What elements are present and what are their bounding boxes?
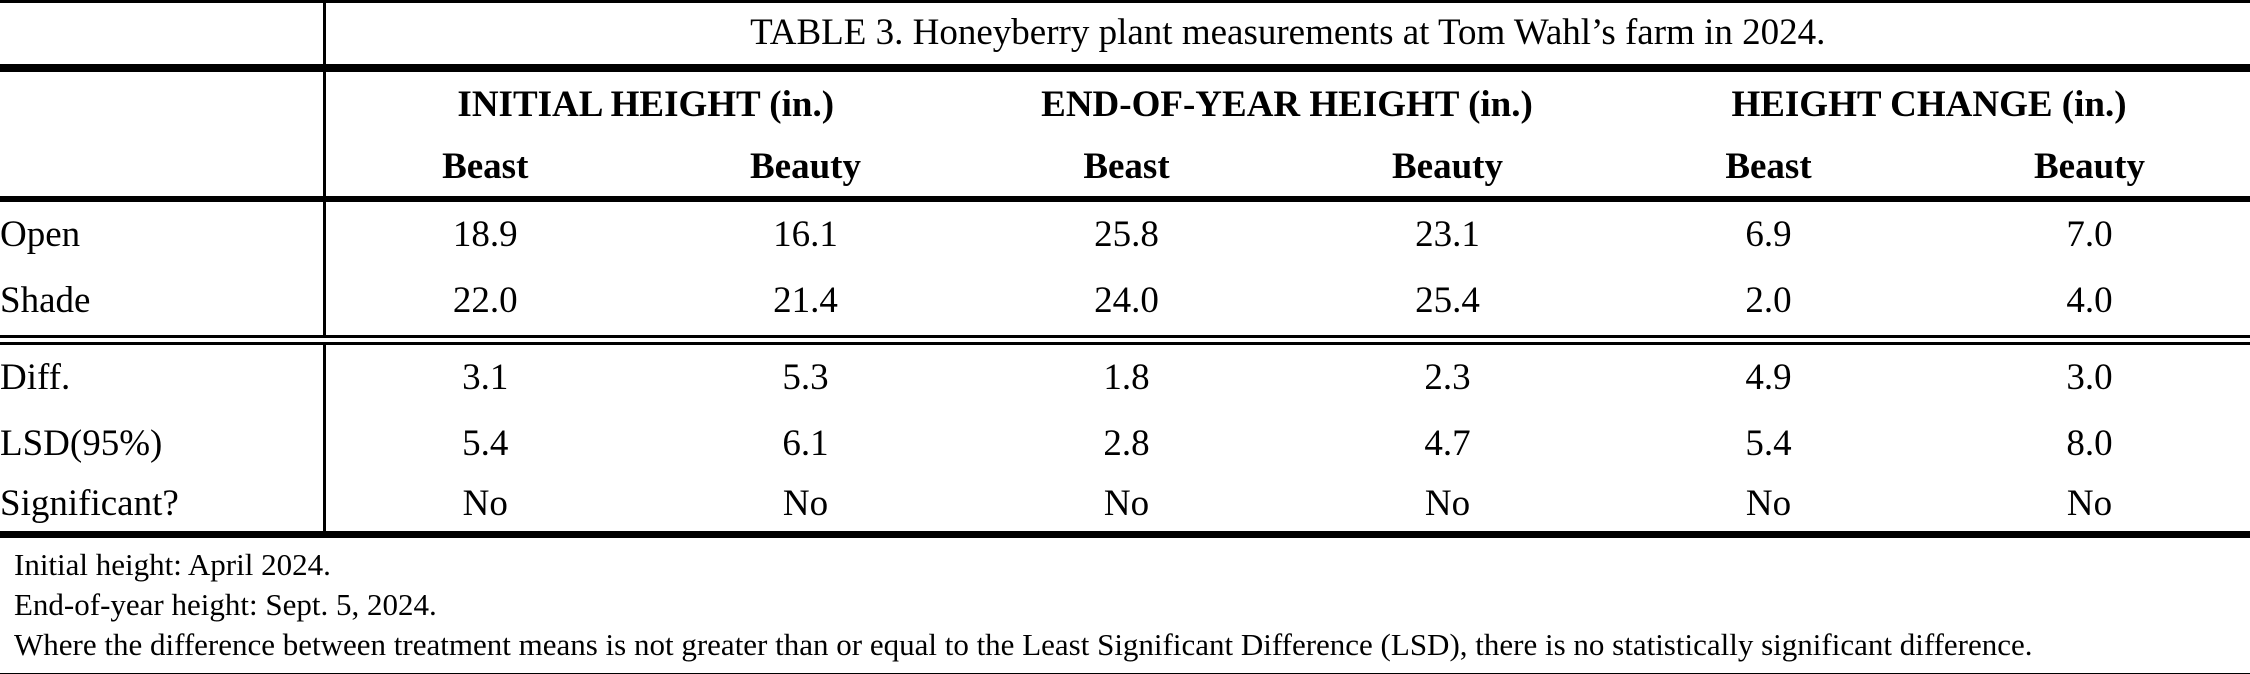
table-cell: 18.9 [452, 213, 518, 255]
table-cell: 2.0 [1608, 268, 1929, 345]
table-cell: 2.3 [1424, 356, 1471, 398]
row-label-lsd: LSD(95%) [0, 411, 326, 477]
group-header-end-of-year-height: END-OF-YEAR HEIGHT (in.) [1041, 83, 1533, 125]
table-row-diff: Diff. 3.1 5.3 1.8 2.3 4.9 3.0 [0, 340, 2250, 411]
table-cell: 3.1 [462, 356, 509, 398]
table-row-open: Open 18.9 16.1 25.8 23.1 6.9 7.0 [0, 199, 2250, 268]
table-cell: 21.4 [645, 268, 966, 345]
table-cell: 23.1 [1415, 213, 1480, 255]
table-cell: 25.8 [1094, 213, 1159, 255]
row-label-significant: Significant? [0, 477, 326, 538]
table-cell: 6.9 [1745, 213, 1792, 255]
subheader-beast-height-change: Beast [1608, 138, 1929, 202]
table-cell: No [1287, 477, 1608, 538]
table-cell: 24.0 [966, 268, 1287, 345]
subheader-row-spacer [0, 138, 326, 202]
table-cell: 4.0 [1929, 268, 2250, 345]
table-cell: 25.4 [1287, 268, 1608, 345]
table-cell: 7.0 [2066, 213, 2113, 255]
subheader-beauty-end-of-year: Beauty [1287, 138, 1608, 202]
table-title: TABLE 3. Honeyberry plant measurements a… [324, 1, 2250, 72]
table-title-row: TABLE 3. Honeyberry plant measurements a… [0, 1, 2250, 72]
column-group-header-row: INITIAL HEIGHT (in.) END-OF-YEAR HEIGHT … [0, 68, 2250, 138]
table-cell: No [324, 477, 645, 538]
table-row-shade: Shade 22.0 21.4 24.0 25.4 2.0 4.0 [0, 268, 2250, 345]
row-label-diff: Diff. [0, 340, 326, 411]
subheader-beauty-initial: Beauty [645, 138, 966, 202]
group-header-initial-height: INITIAL HEIGHT (in.) [457, 83, 835, 125]
group-header-height-change: HEIGHT CHANGE (in.) [1731, 83, 2127, 125]
table-cell: No [1608, 477, 1929, 538]
footnote-initial-height: Initial height: April 2024. [14, 547, 331, 582]
footnote-end-of-year-height: End-of-year height: Sept. 5, 2024. [14, 587, 437, 622]
table-cell: 4.7 [1424, 422, 1471, 464]
subheader-beast-initial: Beast [324, 138, 645, 202]
table-cell: 4.9 [1745, 356, 1792, 398]
row-label-shade: Shade [0, 268, 326, 345]
table-cell: 5.3 [782, 356, 829, 398]
group-row-spacer [0, 68, 326, 138]
table-cell: 6.1 [782, 422, 829, 464]
honeyberry-measurements-table: TABLE 3. Honeyberry plant measurements a… [0, 0, 2250, 538]
table-cell: No [966, 477, 1287, 538]
title-row-spacer [0, 1, 326, 72]
table-cell: 8.0 [2066, 422, 2113, 464]
row-label-open: Open [0, 199, 326, 268]
table-cell: 1.8 [1103, 356, 1150, 398]
table-cell: 5.4 [462, 422, 509, 464]
table-row-significant: Significant? No No No No No No [0, 477, 2250, 538]
table-row-lsd: LSD(95%) 5.4 6.1 2.8 4.7 5.4 8.0 [0, 411, 2250, 477]
table-cell: 2.8 [1103, 422, 1150, 464]
table-cell: 5.4 [1745, 422, 1792, 464]
table-footnotes: Initial height: April 2024. End-of-year … [0, 538, 2250, 674]
table-cell: 22.0 [324, 268, 645, 345]
footnote-lsd-explanation: Where the difference between treatment m… [14, 627, 2033, 662]
table-cell: 3.0 [2066, 356, 2113, 398]
subheader-beast-end-of-year: Beast [966, 138, 1287, 202]
subheader-beauty-height-change: Beauty [1929, 138, 2250, 202]
table-cell: No [1929, 477, 2250, 538]
column-subheader-row: Beast Beauty Beast Beauty Beast Beauty [0, 138, 2250, 202]
table-cell: 16.1 [773, 213, 838, 255]
table-cell: No [645, 477, 966, 538]
